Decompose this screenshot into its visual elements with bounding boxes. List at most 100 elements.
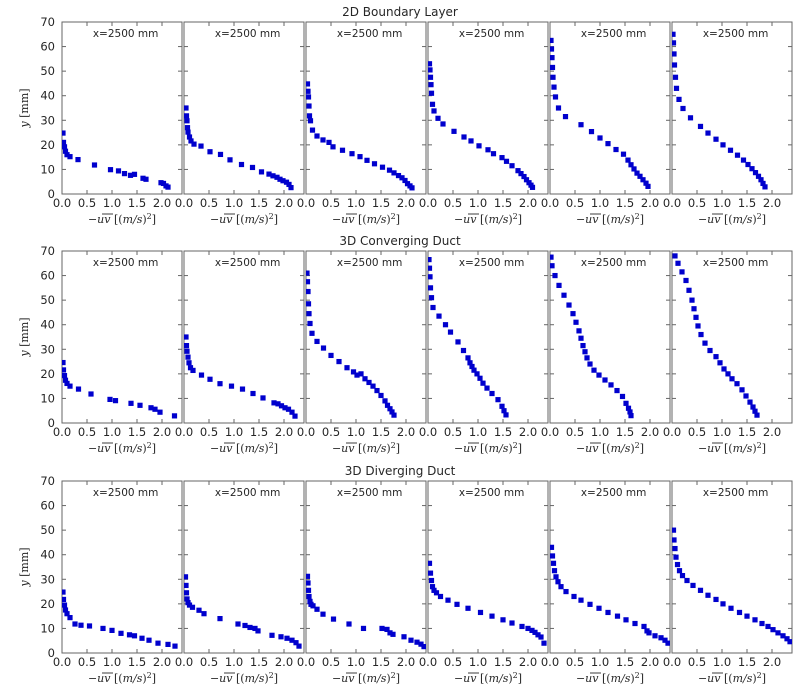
data-point <box>613 146 619 153</box>
y-axis-label-2: y [mm] <box>18 547 31 587</box>
x-axis-label-text-r2-c5: −uv [(m/s)2] <box>698 671 766 685</box>
data-point <box>350 369 357 375</box>
x-axis-label-r1-c3: −uv [(m/s)2] <box>454 441 522 456</box>
data-point <box>720 601 726 607</box>
data-point <box>286 181 292 188</box>
y-axis-label-0: y [mm] <box>18 88 31 128</box>
data-point <box>184 118 190 124</box>
panel-frame-r1-c5 <box>671 250 793 424</box>
data-point <box>399 175 405 181</box>
data-point <box>184 582 189 589</box>
data-point <box>576 328 582 334</box>
data-point <box>75 386 82 392</box>
data-point <box>461 134 467 140</box>
row-title-1: 3D Converging Duct <box>339 234 461 248</box>
data-point <box>474 371 480 377</box>
x-tick-label-r1-c3-0: 0.0 <box>419 425 437 439</box>
data-point <box>428 577 435 584</box>
y-axis-label-text-2: y [mm] <box>18 547 31 587</box>
panel-annotation-r1-c1: x=2500 mm <box>215 257 281 269</box>
data-point <box>289 637 295 643</box>
x-tick-label-r1-c5-4: 2.0 <box>763 425 781 439</box>
data-point <box>588 128 595 135</box>
data-point <box>320 611 326 617</box>
data-point <box>628 162 634 168</box>
data-point <box>118 630 124 636</box>
data-point <box>72 621 78 627</box>
x-tick-label-r0-c4-0: 0.0 <box>541 196 559 210</box>
panel-r2-c1: 0.0 0.5 1.0 1.5 2.0 x=2500 mm −uv [(m/s)2] <box>175 480 305 685</box>
y-tick-label-r2-5: 50 <box>40 523 55 537</box>
x-tick-label-r0-c2-2: 1.0 <box>347 196 365 210</box>
y-axis-label-text-1: y [mm] <box>18 317 31 357</box>
panel-annotation-r1-c0: x=2500 mm <box>93 257 159 269</box>
panel-frame-r1-c1 <box>183 250 305 424</box>
data-point <box>469 363 475 370</box>
data-point <box>67 383 73 389</box>
data-point <box>707 347 713 354</box>
data-point <box>314 606 320 612</box>
x-tick-label-r0-c3-0: 0.0 <box>419 196 437 210</box>
x-tick-label-r1-c5-2: 1.0 <box>713 425 731 439</box>
data-point <box>62 607 69 613</box>
panel-annotation-r2-c3: x=2500 mm <box>459 487 525 499</box>
data-point <box>640 177 646 183</box>
data-point <box>306 103 312 109</box>
data-point <box>680 105 686 112</box>
data-point <box>465 355 471 361</box>
x-tick-label-r1-c5-1: 0.5 <box>688 425 706 439</box>
data-point <box>152 406 158 412</box>
x-tick-label-r2-c1-2: 1.0 <box>225 655 243 669</box>
data-point <box>330 144 336 150</box>
data-point <box>587 361 593 367</box>
data-point <box>674 561 681 568</box>
data-point <box>643 180 649 186</box>
data-point <box>582 349 588 355</box>
panel-r1-c0: 0.0 0.5 1.0 1.5 2.0 x=2500 mm −uv [(m/s)2] <box>53 250 183 455</box>
data-point <box>184 596 190 602</box>
x-tick-label-r2-c3-0: 0.0 <box>419 655 437 669</box>
data-point <box>428 90 435 96</box>
data-point <box>227 157 233 163</box>
data-point <box>139 635 145 641</box>
data-point <box>454 601 460 607</box>
data-point <box>401 634 407 640</box>
panel-frame-r2-c4 <box>549 480 671 654</box>
data-point <box>362 376 368 382</box>
data-point <box>437 593 444 600</box>
data-point <box>637 173 643 179</box>
panel-r2-c4: 0.0 0.5 1.0 1.5 2.0 x=2500 mm −uv [(m/s)2] <box>541 480 671 685</box>
data-point <box>734 152 741 158</box>
data-point <box>109 627 115 633</box>
data-point <box>500 617 506 623</box>
x-tick-label-r0-c1-4: 2.0 <box>275 196 293 210</box>
y-tick-label-r2-0: 0 <box>48 646 55 660</box>
data-point <box>140 175 146 181</box>
data-point <box>552 272 558 279</box>
x-axis-label-text-r0-c4: −uv [(m/s)2] <box>576 212 644 227</box>
data-point <box>198 143 204 149</box>
x-tick-label-r1-c3-3: 1.5 <box>494 425 512 439</box>
data-point <box>672 51 677 57</box>
data-point <box>433 590 440 596</box>
data-point <box>408 637 414 643</box>
data-point <box>550 55 555 61</box>
x-tick-label-r2-c1-3: 1.5 <box>250 655 268 669</box>
data-point <box>558 584 564 590</box>
data-point <box>570 311 576 317</box>
x-tick-label-r0-c1-2: 1.0 <box>225 196 243 210</box>
y-axis-label-1: y [mm] <box>18 317 31 357</box>
data-point <box>88 391 94 397</box>
data-point <box>184 334 189 340</box>
data-point <box>330 616 337 622</box>
data-point <box>62 589 66 595</box>
data-point <box>269 632 275 638</box>
data-point <box>127 172 134 178</box>
y-tick-label-r2-1: 10 <box>40 621 55 635</box>
data-point <box>550 37 554 44</box>
data-point <box>477 609 484 616</box>
data-point <box>306 587 312 593</box>
